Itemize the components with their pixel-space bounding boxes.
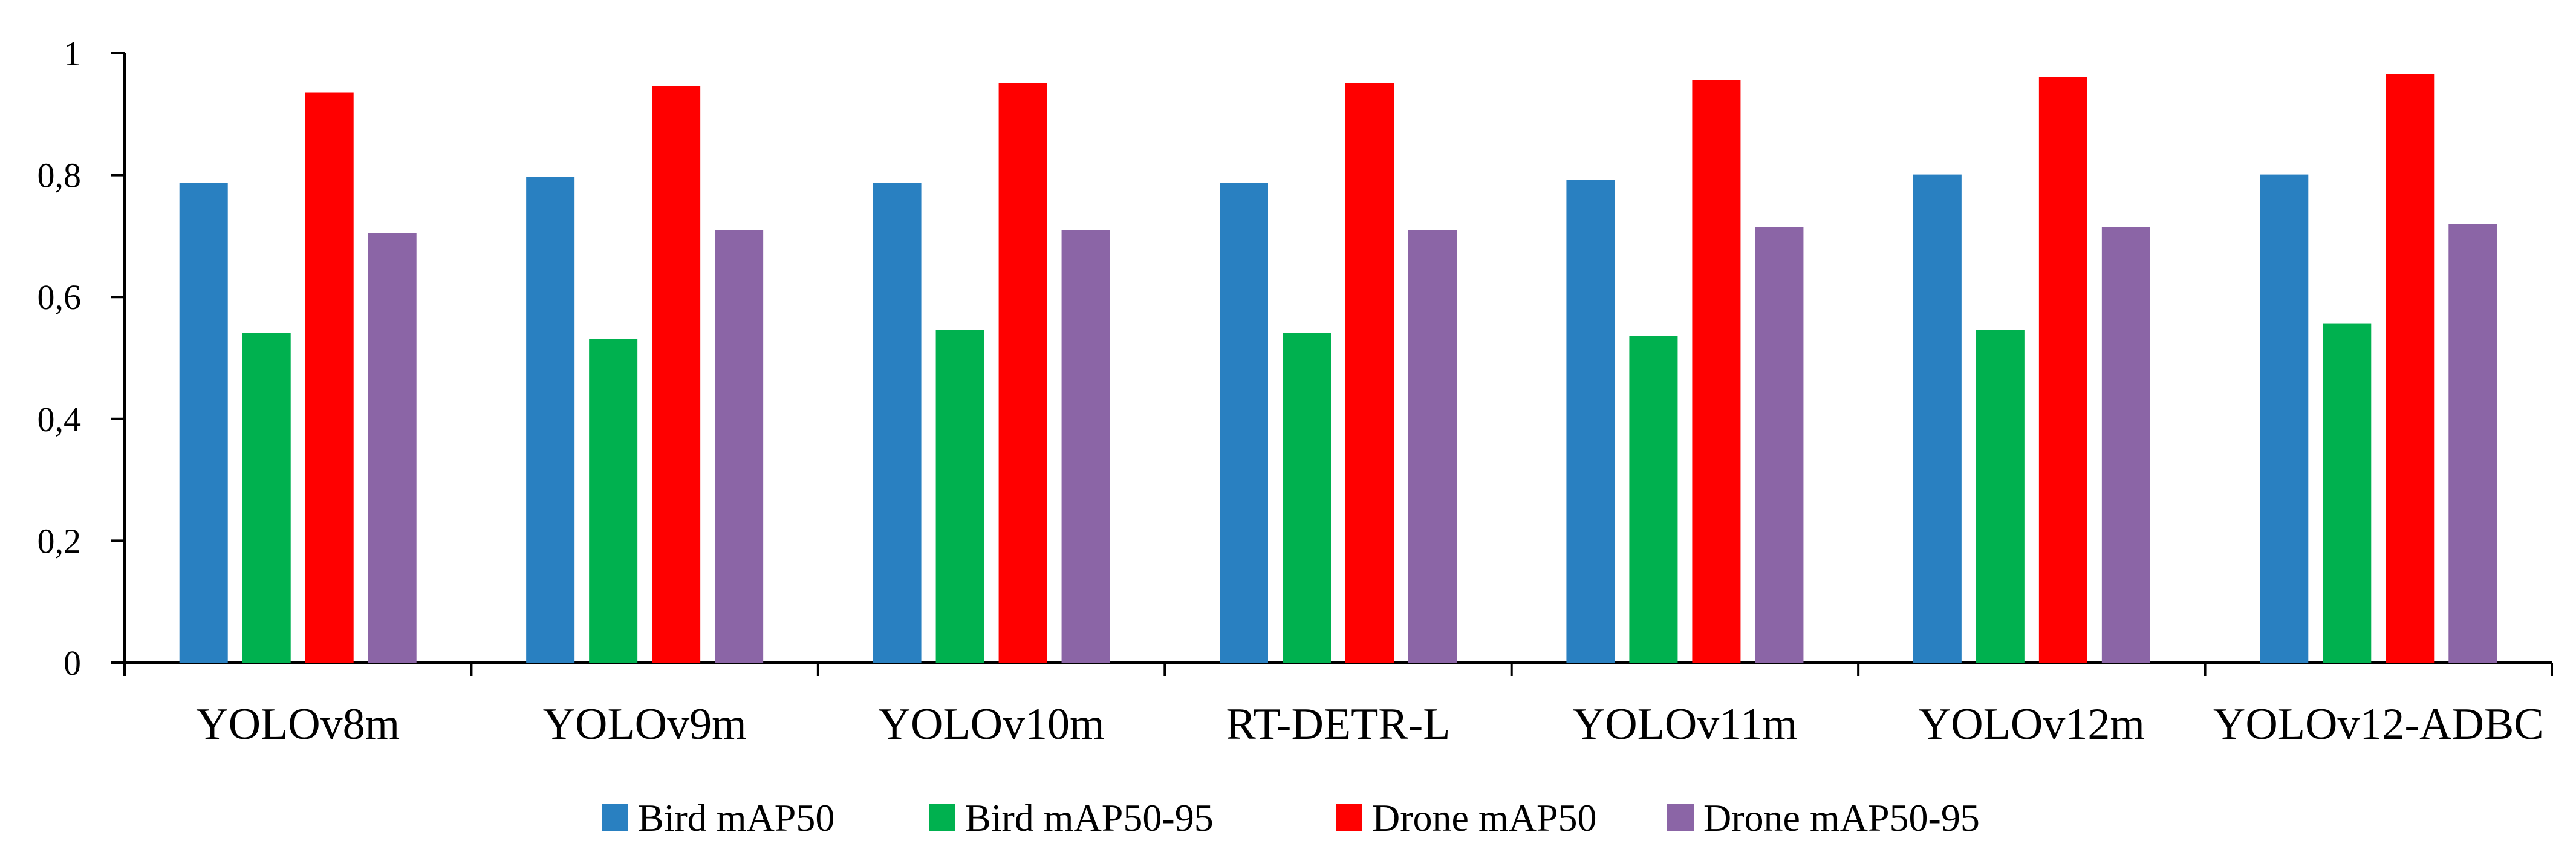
bar-drone-map50-95 — [1755, 227, 1804, 663]
legend-swatch — [929, 804, 955, 831]
x-category-label: YOLOv10m — [879, 700, 1105, 749]
bar-drone-map50-95 — [2101, 227, 2150, 663]
legend-label: Drone mAP50-95 — [1703, 796, 1980, 839]
y-tick-label: 0,4 — [37, 400, 82, 439]
bar-bird-map50 — [526, 177, 575, 663]
bar-bird-map50 — [1913, 174, 1962, 663]
legend-label: Bird mAP50 — [638, 796, 834, 839]
bar-bird-map50-95 — [589, 339, 638, 663]
bar-drone-map50 — [2386, 74, 2435, 663]
chart-legend: Bird mAP50 Bird mAP50-95 Drone mAP50 Drone … — [602, 796, 1980, 839]
y-tick-label: 0 — [63, 643, 81, 683]
bar-bird-map50 — [1566, 180, 1615, 663]
bar-drone-map50 — [2038, 77, 2087, 663]
legend-label: Drone mAP50 — [1372, 796, 1597, 839]
bar-bird-map50-95 — [1283, 333, 1331, 663]
x-category-label: YOLOv9m — [543, 700, 747, 749]
x-category-label: YOLOv11m — [1573, 700, 1797, 749]
bar-drone-map50-95 — [715, 230, 764, 663]
bar-bird-map50 — [2260, 174, 2309, 663]
bar-drone-map50 — [305, 92, 354, 663]
chart-bars — [179, 74, 2497, 663]
chart-ticks: 0 0,2 0,4 0,6 0,8 1 YOLOv8m YOLOv9m YOLOv10m RT-D… — [37, 34, 2553, 749]
legend-swatch — [602, 804, 628, 831]
bar-drone-map50-95 — [1061, 230, 1110, 663]
bar-bird-map50 — [179, 183, 228, 663]
x-category-label: YOLOv12m — [1919, 700, 2145, 749]
x-category-label: YOLOv12-ADBC — [2213, 700, 2544, 749]
bar-drone-map50 — [998, 83, 1047, 663]
bar-drone-map50-95 — [368, 233, 417, 663]
bar-drone-map50-95 — [2448, 224, 2497, 663]
bar-bird-map50 — [873, 183, 922, 663]
legend-swatch — [1336, 804, 1362, 831]
y-tick-label: 1 — [63, 34, 81, 73]
legend-swatch — [1667, 804, 1694, 831]
y-tick-label: 0,6 — [37, 278, 82, 317]
chart-axes — [123, 53, 2552, 664]
bar-bird-map50-95 — [1976, 330, 2025, 663]
bar-drone-map50 — [652, 86, 701, 663]
bar-bird-map50 — [1220, 183, 1268, 663]
bar-bird-map50-95 — [2323, 323, 2372, 663]
x-category-label: RT-DETR-L — [1226, 700, 1450, 749]
y-tick-label: 0,2 — [37, 521, 82, 560]
x-category-label: YOLOv8m — [196, 700, 400, 749]
bar-bird-map50-95 — [935, 330, 984, 663]
bar-drone-map50-95 — [1408, 230, 1457, 663]
bar-drone-map50 — [1345, 83, 1394, 663]
y-tick-label: 0,8 — [37, 156, 82, 195]
legend-label: Bird mAP50-95 — [965, 796, 1214, 839]
bar-bird-map50-95 — [1629, 336, 1678, 663]
bar-drone-map50 — [1692, 80, 1741, 663]
bar-bird-map50-95 — [242, 333, 291, 663]
